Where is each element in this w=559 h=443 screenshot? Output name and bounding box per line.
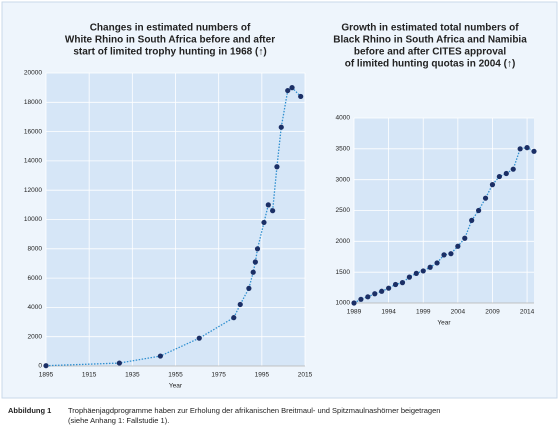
- y-tick-label: 3000: [336, 176, 351, 183]
- x-tick-label: 2009: [485, 309, 500, 316]
- data-point: [476, 207, 482, 214]
- y-tick-label: 6000: [28, 275, 43, 282]
- x-tick-label: 2004: [451, 309, 466, 316]
- y-tick-label: 10000: [24, 216, 42, 223]
- data-point: [289, 85, 295, 91]
- y-tick-label: 14000: [24, 158, 42, 165]
- y-tick-label: 20000: [24, 70, 42, 77]
- data-point: [413, 270, 419, 276]
- data-point: [399, 280, 406, 286]
- x-tick-label: 1989: [347, 309, 362, 316]
- y-tick-label: 4000: [28, 304, 43, 311]
- x-tick-label: 1994: [381, 309, 396, 316]
- data-point: [434, 260, 440, 266]
- x-tick-label: 1895: [39, 372, 54, 379]
- data-point: [372, 291, 378, 297]
- data-point: [524, 145, 530, 151]
- x-tick-label: 1935: [125, 372, 140, 379]
- y-tick-label: 4000: [336, 115, 351, 122]
- data-point: [196, 335, 202, 341]
- data-point: [261, 219, 267, 226]
- y-tick-label: 2000: [336, 238, 351, 245]
- data-point: [510, 166, 516, 172]
- data-point: [252, 259, 258, 265]
- data-point: [157, 353, 163, 359]
- y-tick-label: 0: [38, 363, 42, 370]
- y-tick-label: 16000: [24, 128, 42, 135]
- x-tick-label: 1995: [255, 372, 270, 379]
- data-point: [489, 182, 496, 188]
- data-point: [469, 217, 475, 223]
- x-tick-label: 1999: [416, 309, 431, 316]
- data-point: [274, 164, 280, 170]
- data-point: [441, 252, 447, 258]
- data-point: [250, 269, 256, 275]
- data-point: [254, 246, 261, 252]
- data-point: [365, 294, 371, 300]
- data-point: [455, 243, 461, 249]
- data-point: [406, 274, 412, 280]
- data-point: [503, 170, 509, 177]
- data-point: [358, 296, 364, 302]
- data-point: [351, 300, 357, 306]
- x-tick-label: 2015: [298, 372, 313, 379]
- data-point: [531, 148, 537, 154]
- data-point: [379, 288, 385, 294]
- data-point: [496, 173, 502, 180]
- data-point: [270, 208, 276, 214]
- chart-title: Black Rhino in South Africa and Namibia: [333, 35, 527, 46]
- data-point: [517, 146, 523, 152]
- x-axis-label: Year: [169, 383, 183, 390]
- x-tick-label: 1955: [168, 372, 183, 379]
- data-point: [237, 301, 243, 308]
- y-tick-label: 3500: [336, 146, 351, 153]
- data-point: [482, 195, 489, 201]
- x-tick-label: 2014: [520, 309, 535, 316]
- y-tick-label: 1500: [336, 269, 351, 276]
- chart-title: Changes in estimated numbers of: [90, 23, 251, 34]
- chart-title: White Rhino in South Africa before and a…: [65, 35, 275, 46]
- chart-title: before and after CITES approval: [354, 47, 506, 58]
- y-tick-label: 8000: [28, 246, 43, 253]
- x-tick-label: 1975: [211, 372, 226, 379]
- caption-text: Trophäenjagdprogramme haben zur Erholung…: [68, 406, 440, 415]
- y-tick-label: 12000: [24, 187, 42, 194]
- data-point: [386, 285, 392, 291]
- y-tick-label: 2500: [336, 207, 351, 214]
- data-point: [246, 285, 252, 291]
- chart-title: start of limited trophy hunting in 1968 …: [73, 47, 266, 58]
- chart-title: of limited hunting quotas in 2004 (↑): [345, 59, 516, 70]
- caption-label: Abbildung 1: [8, 406, 51, 415]
- data-point: [462, 235, 468, 241]
- data-point: [427, 264, 433, 270]
- data-point: [265, 202, 271, 208]
- data-point: [43, 363, 49, 369]
- data-point: [448, 251, 454, 257]
- y-tick-label: 2000: [28, 333, 43, 340]
- data-line: [45, 86, 302, 367]
- data-point: [116, 360, 122, 366]
- chart-title: Growth in estimated total numbers of: [341, 23, 519, 34]
- data-point: [392, 281, 399, 288]
- data-point: [298, 93, 304, 100]
- data-point: [420, 268, 426, 274]
- y-tick-label: 18000: [24, 99, 42, 106]
- y-tick-label: 1000: [336, 300, 351, 307]
- caption-text: (siehe Anhang 1: Fallstudie 1).: [68, 416, 169, 425]
- data-point: [231, 315, 237, 321]
- x-tick-label: 1915: [82, 372, 97, 379]
- data-point: [278, 124, 284, 130]
- x-axis-label: Year: [437, 320, 451, 327]
- data-point: [285, 87, 291, 94]
